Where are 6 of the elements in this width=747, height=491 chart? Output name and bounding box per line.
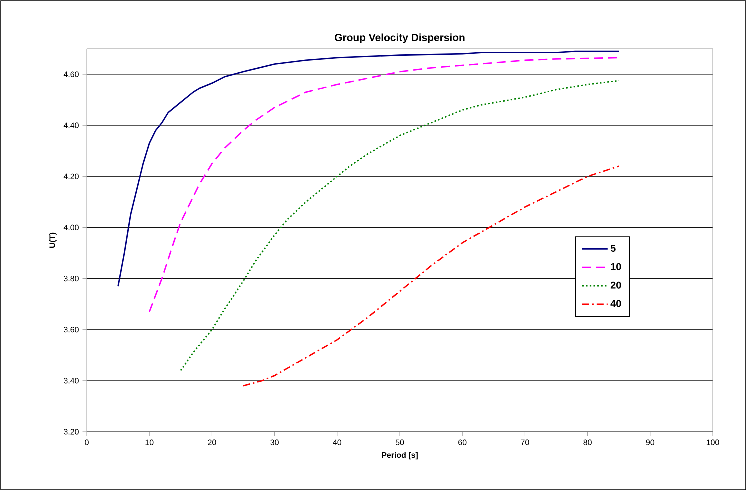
line-series: [180, 80, 620, 372]
legend-label: 10: [611, 263, 622, 270]
chart-title: Group Velocity Dispersion: [335, 34, 465, 44]
legend-label: 40: [610, 300, 622, 308]
legend-label: 20: [610, 282, 622, 289]
legend-label: 5: [610, 245, 616, 252]
